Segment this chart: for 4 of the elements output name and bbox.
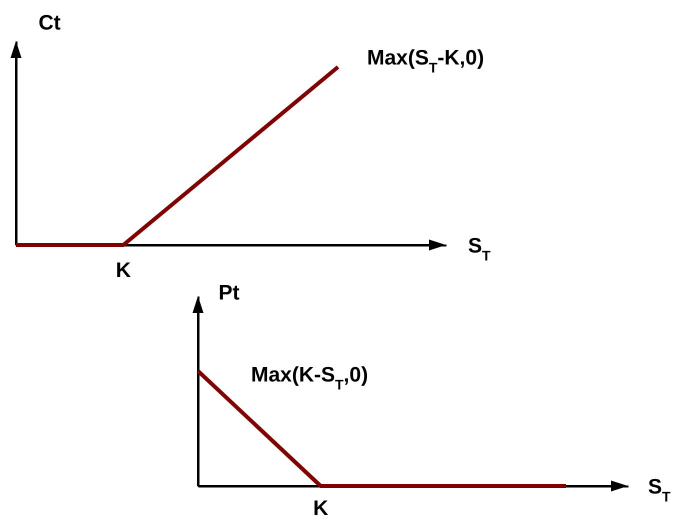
text: K <box>116 259 131 282</box>
y-axis-title: Pt <box>218 282 240 304</box>
y-axis-title: Ct <box>38 12 61 34</box>
text: K <box>313 497 328 520</box>
